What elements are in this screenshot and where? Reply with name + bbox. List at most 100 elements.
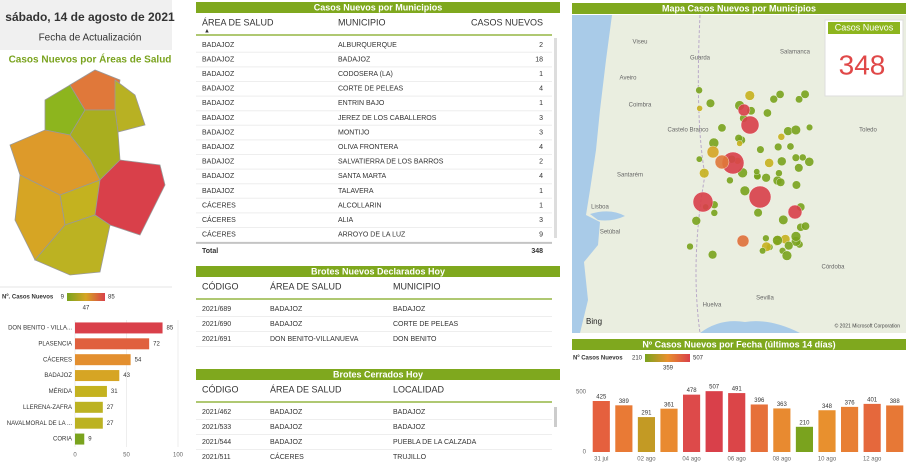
- bubble: [686, 242, 694, 251]
- bar: [773, 408, 791, 452]
- new_outbreaks-title: Brotes Nuevos Declarados Hoy: [311, 266, 445, 276]
- legend-min: 9: [61, 295, 65, 301]
- map-title: Mapa Casos Nuevos por Municipios: [662, 3, 816, 13]
- cell: 2: [539, 159, 543, 166]
- bubble: [777, 133, 786, 141]
- bubble: [775, 90, 785, 99]
- bar: [75, 401, 103, 413]
- cell: BADAJOZ: [202, 56, 235, 63]
- bar: [886, 405, 904, 452]
- bar: [75, 370, 120, 382]
- bubble: [736, 140, 743, 147]
- bubble: [804, 157, 815, 167]
- bubble: [769, 95, 778, 104]
- place-label: Aveiro: [620, 76, 638, 82]
- scrollbar: [554, 38, 557, 238]
- bubble: [791, 180, 801, 190]
- date-chart-title: Nº Casos Nuevos por Fecha (últimos 14 dí…: [642, 339, 835, 349]
- bar: [75, 417, 103, 429]
- column-header: CASOS NUEVOS: [471, 17, 543, 27]
- bubble: [763, 108, 772, 118]
- y-tick-label: PLASENCIA: [38, 341, 72, 347]
- cell: SANTA MARTA: [338, 173, 387, 180]
- data-label: 54: [135, 357, 142, 363]
- cell: ALBURQUERQUE: [338, 42, 397, 49]
- data-label: 389: [619, 399, 630, 405]
- bubble: [801, 221, 810, 231]
- bubble: [790, 124, 801, 135]
- card-value: 348: [839, 49, 886, 80]
- cell: BADAJOZ: [393, 424, 426, 431]
- cell: 2021/544: [202, 439, 231, 446]
- y-tick-label: 0: [583, 450, 587, 456]
- cell: BADAJOZ: [270, 321, 303, 328]
- date-chart-title-bar: [572, 339, 906, 350]
- data-label: 425: [596, 395, 607, 401]
- bar: [75, 433, 85, 445]
- data-label: 348: [822, 404, 833, 410]
- place-label: Córdoba: [821, 265, 845, 271]
- cell: BADAJOZ: [270, 306, 303, 313]
- place-label: Coimbra: [629, 103, 652, 109]
- bubble: [795, 95, 803, 104]
- bubble: [787, 204, 803, 220]
- cell: BADAJOZ: [202, 188, 235, 195]
- bar: [840, 406, 859, 452]
- bubble: [710, 209, 719, 217]
- x-tick-label: 02 ago: [637, 457, 656, 463]
- x-tick-label: 04 ago: [682, 457, 701, 463]
- column-header: ÁREA DE SALUD: [270, 281, 342, 291]
- cell: CORTE DE PELEAS: [393, 321, 459, 328]
- bubble: [753, 208, 763, 218]
- bubble: [762, 234, 770, 242]
- map-estuary: [590, 211, 625, 221]
- cell: BADAJOZ: [270, 409, 303, 416]
- cell: MONTIJO: [338, 129, 370, 136]
- cell: 18: [535, 56, 543, 63]
- cell: DON BENITO: [393, 336, 437, 343]
- bubble: [753, 168, 761, 176]
- y-tick-label: DON BENITO - VILLA...: [8, 326, 72, 332]
- x-tick-label: 06 ago: [728, 457, 747, 463]
- place-label: Castelo Branco: [667, 128, 709, 134]
- cell: TALAVERA: [338, 188, 374, 195]
- bubble: [761, 173, 771, 183]
- legend-max: 507: [693, 356, 704, 362]
- cell: BADAJOZ: [393, 409, 426, 416]
- x-tick-label: 0: [73, 453, 77, 459]
- data-label: 401: [867, 397, 878, 403]
- total-label: Total: [202, 248, 218, 255]
- bubble: [784, 241, 794, 251]
- cell: BADAJOZ: [393, 306, 426, 313]
- cell: CÁCERES: [202, 215, 236, 224]
- bubble: [739, 185, 750, 196]
- place-label: Viseu: [633, 40, 648, 46]
- cell: SALVATIERRA DE LOS BARROS: [338, 159, 444, 166]
- legend-max: 85: [108, 295, 115, 301]
- bubble: [786, 142, 795, 151]
- place-label: Santarém: [617, 173, 643, 179]
- cell: 2021/689: [202, 306, 231, 313]
- bubble: [776, 177, 786, 187]
- data-label: 31: [111, 389, 118, 395]
- bubble: [708, 250, 718, 260]
- place-label: Setúbal: [600, 230, 620, 236]
- column-header: ÁREA DE SALUD: [270, 384, 342, 394]
- bubble: [756, 145, 765, 154]
- y-tick-label: CORIA: [53, 437, 72, 443]
- cell: 1: [539, 100, 543, 107]
- cell: BADAJOZ: [202, 42, 235, 49]
- municipal_table-title-bar: [196, 2, 560, 13]
- column-header: MUNICIPIO: [338, 17, 386, 27]
- data-label: 72: [153, 341, 160, 347]
- column-header: MUNICIPIO: [393, 281, 441, 291]
- cell: BADAJOZ: [202, 100, 235, 107]
- cell: BADAJOZ: [202, 144, 235, 151]
- bubble: [778, 214, 789, 225]
- card-header: [828, 22, 900, 34]
- cell: 3: [539, 115, 543, 122]
- column-header: LOCALIDAD: [393, 384, 445, 394]
- cell: CÁCERES: [270, 452, 304, 461]
- data-label: 9: [88, 437, 92, 443]
- x-tick-label: 31 jul: [594, 457, 608, 463]
